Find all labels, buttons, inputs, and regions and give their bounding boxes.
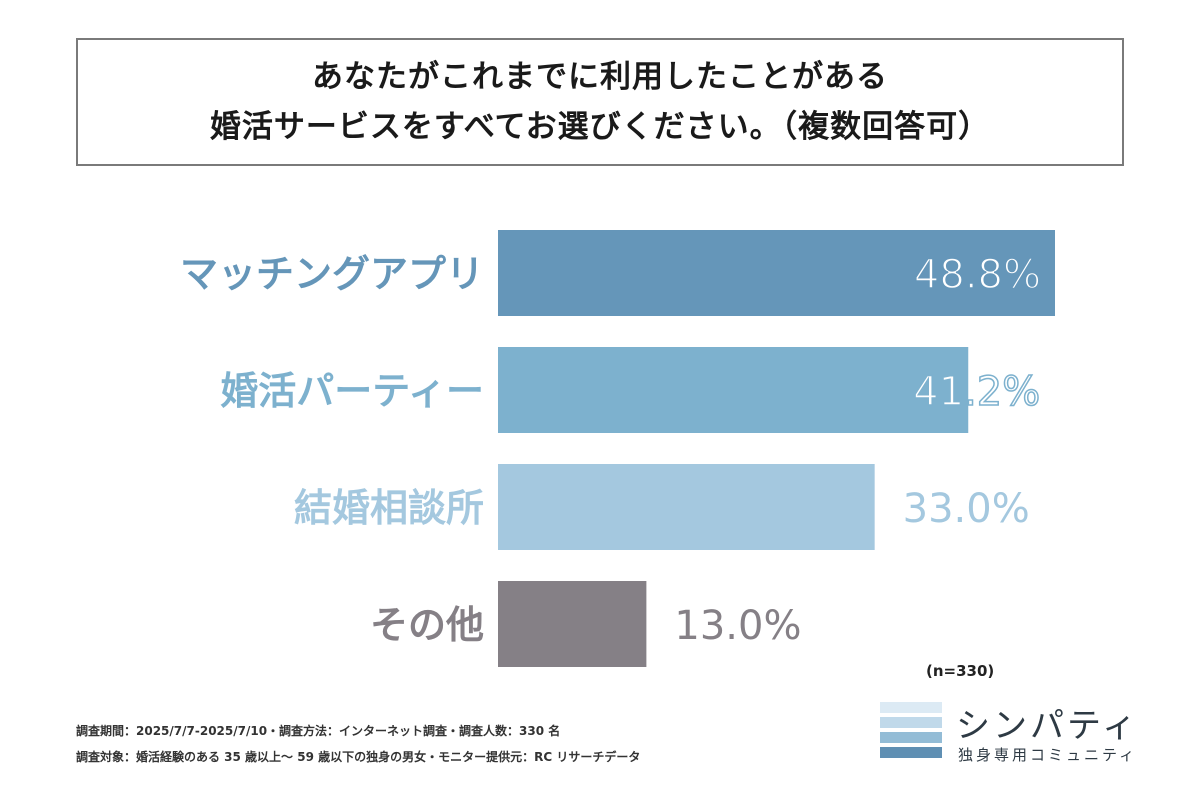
value-label: 48.8% [914,252,1041,298]
brand-logo: シンパティ 独身専用コミュニティ [880,702,1140,770]
value-label: 13.0% [674,603,801,649]
category-label: 婚活パーティー [220,369,484,413]
category-label: 結婚相談所 [294,486,484,530]
bar [498,230,1055,316]
title-line-2: 婚活サービスをすべてお選びください。（複数回答可） [209,109,991,145]
logo-stripes-icon [880,702,942,762]
value-label: 33.0% [903,486,1030,532]
logo-name: シンパティ [956,706,1139,746]
bar [498,464,875,550]
logo-subtitle: 独身専用コミュニティ [958,746,1138,764]
logo-stripe [880,747,942,758]
survey-period-note: 調査期間：2025/7/7-2025/7/10・調査方法：インターネット調査・調… [76,724,561,738]
value-label: 41.2% [913,369,1040,415]
logo-stripe [880,702,942,713]
title-box: あなたがこれまでに利用したことがある 婚活サービスをすべてお選びください。（複数… [76,38,1124,166]
sample-size-label: (n=330) [926,662,995,680]
bar [498,347,969,433]
bar [498,581,647,667]
logo-stripe [880,717,942,728]
logo-stripe [880,732,942,743]
title-line-1: あなたがこれまでに利用したことがある [312,59,888,95]
category-label: マッチングアプリ [180,252,484,296]
category-label: その他 [370,603,484,647]
survey-target-note: 調査対象：婚活経験のある 35 歳以上～ 59 歳以下の独身の男女・モニター提供… [76,750,641,764]
